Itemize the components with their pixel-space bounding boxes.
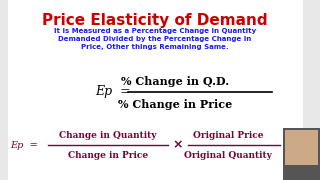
Bar (283, 128, 320, 180)
Text: Price, Other things Remaining Same.: Price, Other things Remaining Same. (81, 44, 229, 50)
Text: Price Elasticity of Demand: Price Elasticity of Demand (42, 13, 268, 28)
Text: Ep  =: Ep = (10, 141, 38, 150)
Text: Original Quantity: Original Quantity (184, 150, 272, 159)
Text: Change in Quantity: Change in Quantity (59, 132, 157, 141)
Text: Change in Price: Change in Price (68, 150, 148, 159)
Text: Demanded Divided by the Percentage Change in: Demanded Divided by the Percentage Chang… (58, 36, 252, 42)
Text: ×: × (173, 138, 183, 152)
Text: % Change in Q.D.: % Change in Q.D. (121, 75, 229, 87)
Text: % Change in Price: % Change in Price (118, 98, 232, 109)
Bar (285, 130, 318, 165)
Text: Ep  =: Ep = (95, 86, 131, 98)
Text: Original Price: Original Price (193, 132, 263, 141)
Text: It is Measured as a Percentage Change in Quantity: It is Measured as a Percentage Change in… (54, 28, 256, 34)
